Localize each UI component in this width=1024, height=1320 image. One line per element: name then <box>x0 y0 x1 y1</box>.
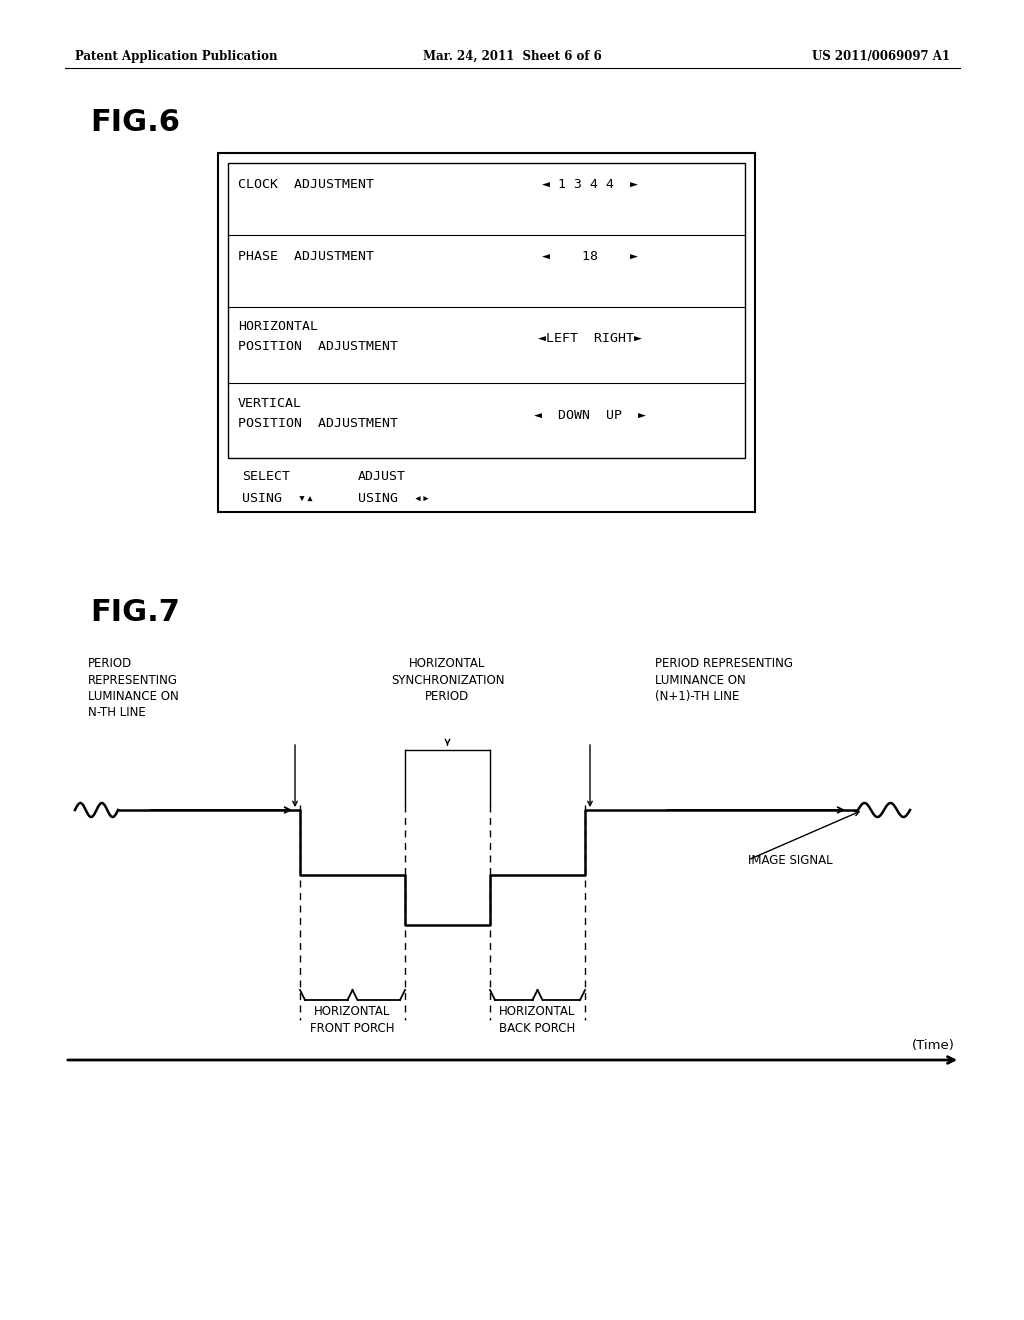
Text: SELECT: SELECT <box>242 470 290 483</box>
Text: ◄LEFT  RIGHT►: ◄LEFT RIGHT► <box>538 333 642 345</box>
Text: FIG.7: FIG.7 <box>90 598 180 627</box>
Text: ◄ 1 3 4 4  ►: ◄ 1 3 4 4 ► <box>542 178 638 191</box>
Text: FIG.6: FIG.6 <box>90 108 180 137</box>
Text: USING  ◂▸: USING ◂▸ <box>358 492 430 506</box>
Text: USING  ▾▴: USING ▾▴ <box>242 492 314 506</box>
Text: ADJUST: ADJUST <box>358 470 406 483</box>
Text: ◄  DOWN  UP  ►: ◄ DOWN UP ► <box>534 409 646 422</box>
Text: PERIOD
REPRESENTING
LUMINANCE ON
N-TH LINE: PERIOD REPRESENTING LUMINANCE ON N-TH LI… <box>88 657 179 719</box>
Text: POSITION  ADJUSTMENT: POSITION ADJUSTMENT <box>238 417 398 430</box>
Text: POSITION  ADJUSTMENT: POSITION ADJUSTMENT <box>238 341 398 352</box>
Text: Patent Application Publication: Patent Application Publication <box>75 50 278 63</box>
Bar <box>218 153 755 512</box>
Text: HORIZONTAL
SYNCHRONIZATION
PERIOD: HORIZONTAL SYNCHRONIZATION PERIOD <box>391 657 504 704</box>
Text: (Time): (Time) <box>912 1039 955 1052</box>
Text: HORIZONTAL
FRONT PORCH: HORIZONTAL FRONT PORCH <box>310 1005 394 1035</box>
Text: ◄    18    ►: ◄ 18 ► <box>542 249 638 263</box>
Text: CLOCK  ADJUSTMENT: CLOCK ADJUSTMENT <box>238 178 374 191</box>
Text: US 2011/0069097 A1: US 2011/0069097 A1 <box>812 50 950 63</box>
Text: PERIOD REPRESENTING
LUMINANCE ON
(N+1)-TH LINE: PERIOD REPRESENTING LUMINANCE ON (N+1)-T… <box>655 657 793 704</box>
Text: VERTICAL: VERTICAL <box>238 397 302 411</box>
Text: HORIZONTAL
BACK PORCH: HORIZONTAL BACK PORCH <box>500 1005 575 1035</box>
Text: PHASE  ADJUSTMENT: PHASE ADJUSTMENT <box>238 249 374 263</box>
Text: Mar. 24, 2011  Sheet 6 of 6: Mar. 24, 2011 Sheet 6 of 6 <box>423 50 601 63</box>
Text: IMAGE SIGNAL: IMAGE SIGNAL <box>748 854 833 866</box>
Bar <box>228 162 745 458</box>
Text: HORIZONTAL: HORIZONTAL <box>238 319 318 333</box>
